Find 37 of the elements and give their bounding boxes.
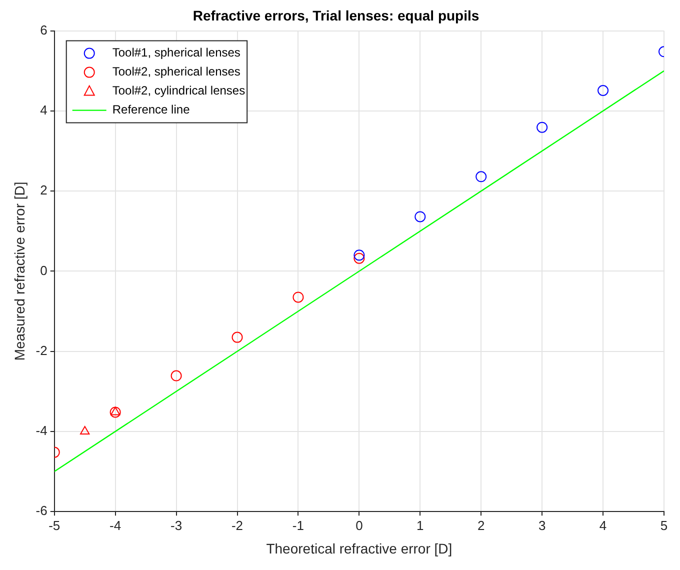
legend-label: Tool#2, cylindrical lenses <box>112 84 246 98</box>
y-tick-label: 2 <box>40 182 48 198</box>
y-axis-title: Measured refractive error [D] <box>11 182 28 361</box>
point <box>354 250 365 261</box>
y-tick-label: -2 <box>36 342 48 358</box>
legend-label: Reference line <box>112 102 190 117</box>
point <box>110 406 120 416</box>
y-tick-label: -6 <box>36 503 48 518</box>
point <box>354 252 365 264</box>
point <box>414 211 426 222</box>
point <box>476 171 487 182</box>
y-tick-label: 0 <box>40 262 48 278</box>
y-tick-label: 4 <box>40 102 48 118</box>
point <box>110 406 121 418</box>
point <box>80 426 90 434</box>
point <box>598 85 609 96</box>
x-tick-label: 4 <box>599 518 607 533</box>
x-tick-label: -3 <box>170 518 182 533</box>
x-tick-label: -4 <box>110 518 122 533</box>
y-tick-label: -4 <box>36 423 48 438</box>
point <box>170 370 182 382</box>
chart-title: Refractive errors, Trial lenses: equal pupils <box>192 7 480 24</box>
x-axis-title: Theoretical refractive error [D] <box>266 540 452 556</box>
legend-label: Tool#1, spherical lenses <box>112 46 240 60</box>
x-tick-label: -5 <box>48 518 60 533</box>
x-tick-label: 1 <box>416 518 424 533</box>
point <box>232 332 243 343</box>
x-tick-label: -2 <box>231 518 244 533</box>
y-tick-label: 6 <box>40 22 48 38</box>
legend-label: Tool#2, spherical lenses <box>112 64 240 79</box>
x-tick-label: 5 <box>660 518 668 533</box>
point <box>536 122 548 133</box>
point <box>292 292 304 303</box>
x-tick-label: -1 <box>292 518 304 533</box>
x-tick-label: 3 <box>538 518 546 533</box>
x-tick-label: 2 <box>477 518 485 533</box>
x-tick-label: 0 <box>356 518 363 533</box>
